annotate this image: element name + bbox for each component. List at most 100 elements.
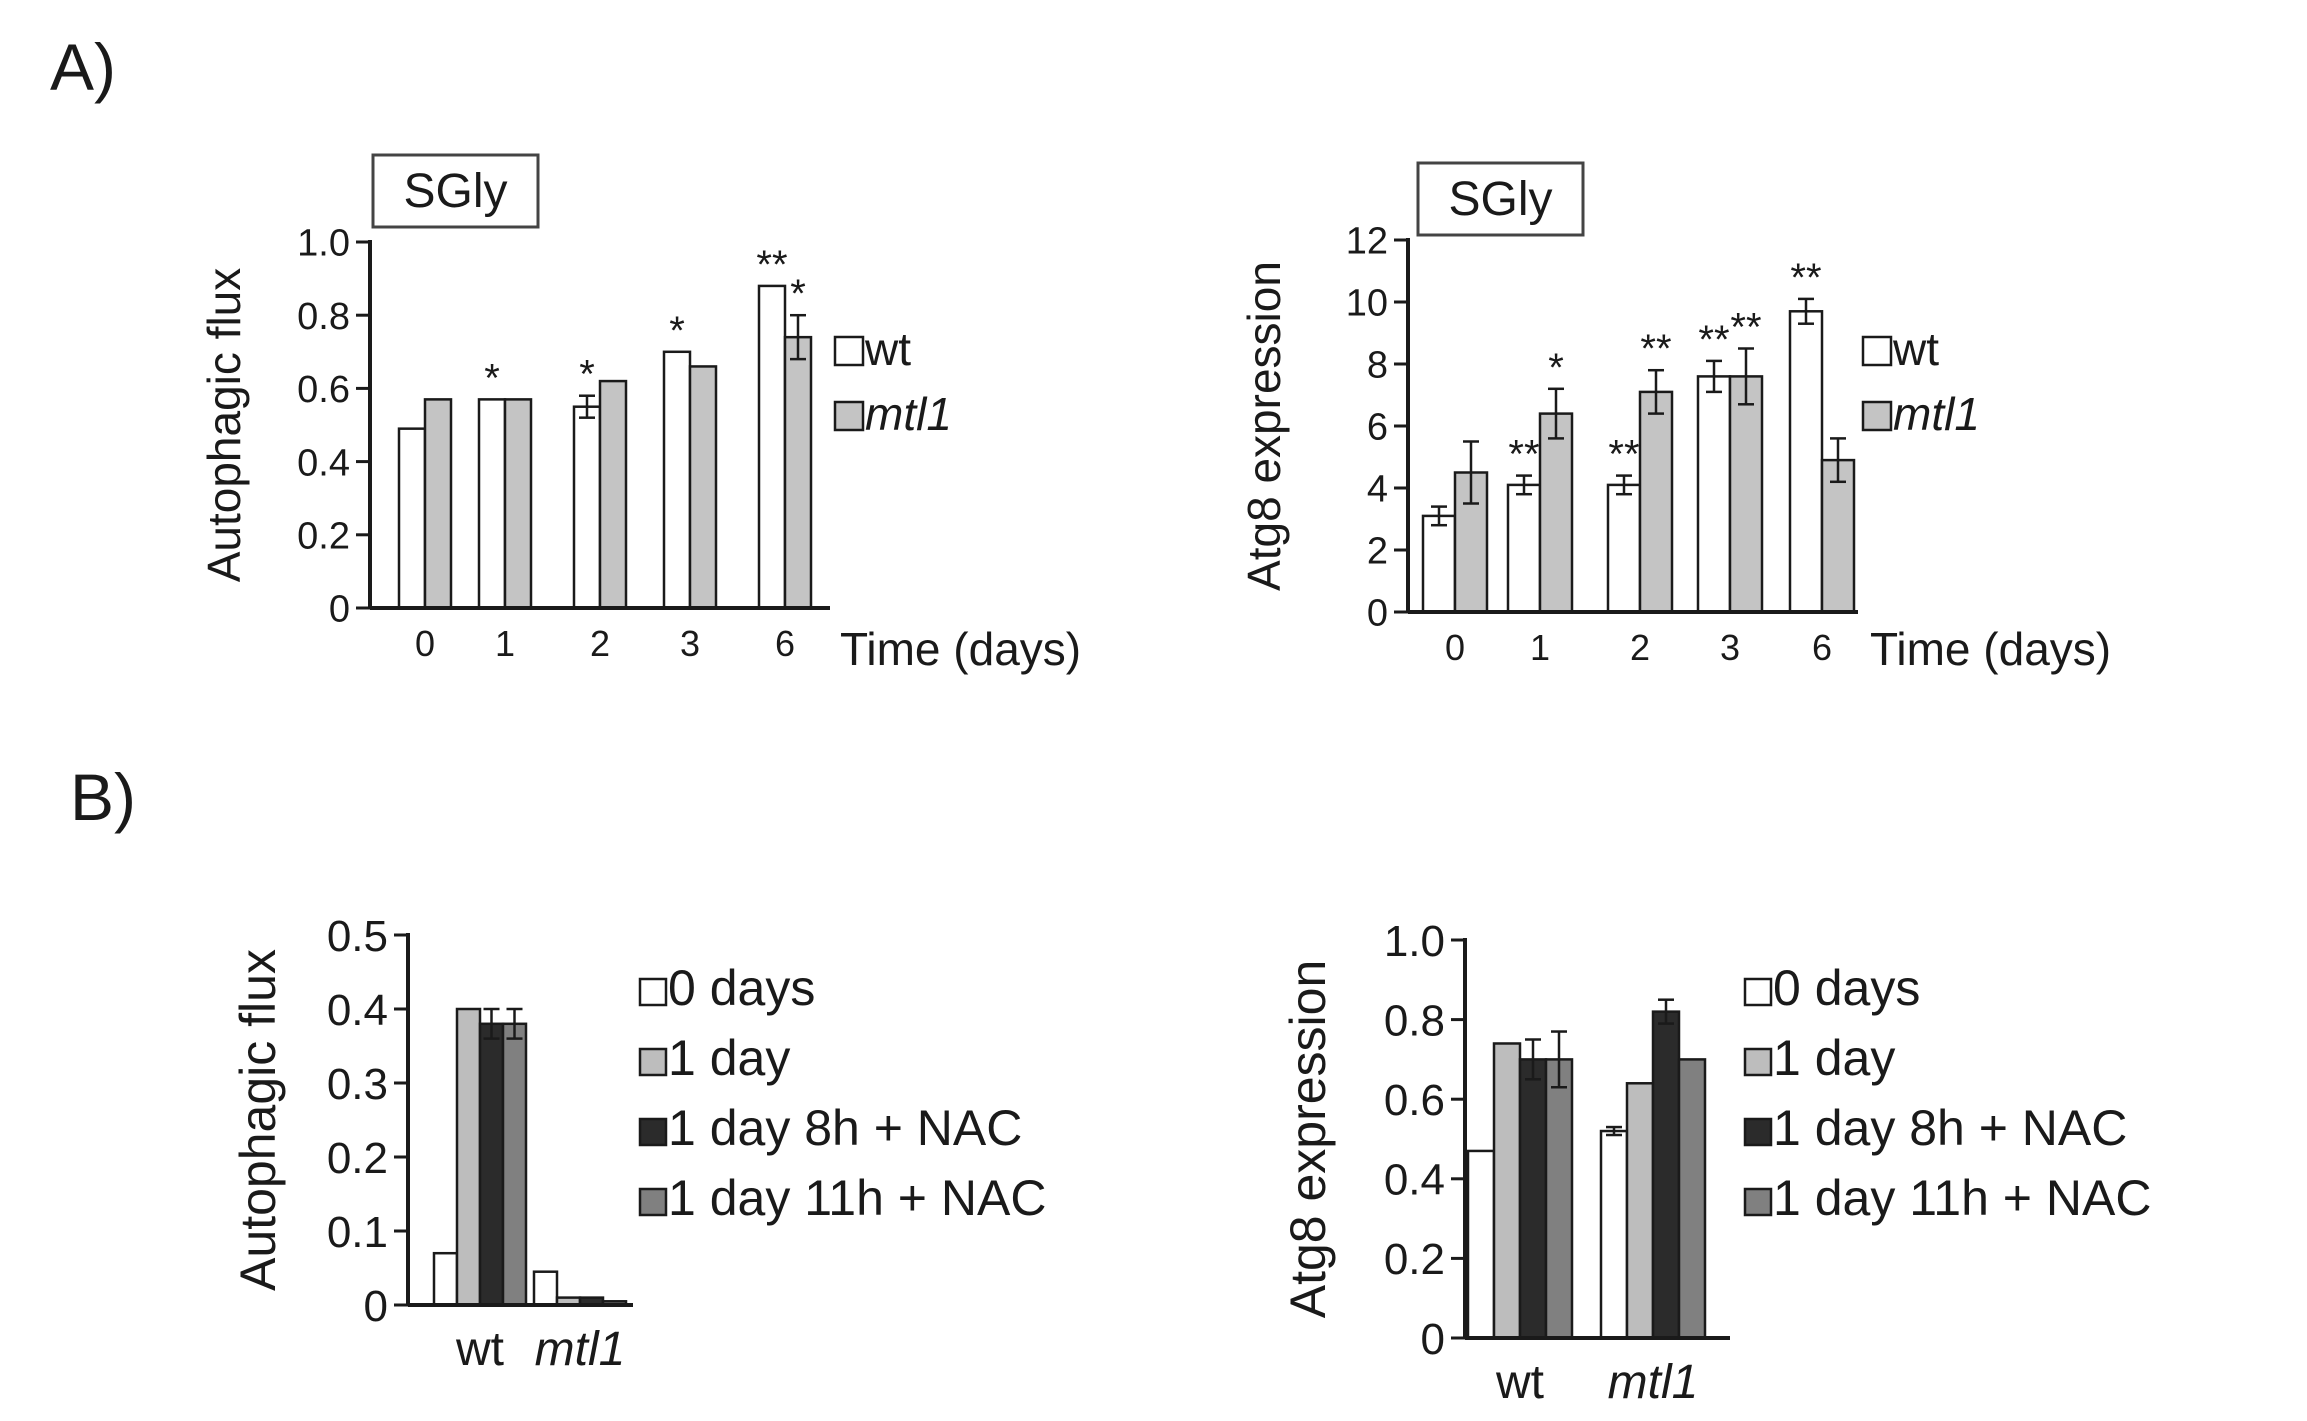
- error-bar-mtl1-1: [1548, 387, 1564, 440]
- legend-item-0-days: 0 days: [1743, 960, 1920, 1016]
- legend-swatch-0-days: [638, 977, 668, 1007]
- x-axis-title: Time (days): [840, 623, 1081, 675]
- x-axis-title: Time (days): [1870, 623, 2111, 675]
- y-axis-title: Atg8 expression: [1280, 960, 1336, 1319]
- x-category-label-2: 2: [590, 623, 610, 664]
- y-tick-label-0-1: 0.1: [327, 1208, 388, 1257]
- error-bar-1-day-8h-nac-mtl1: [1658, 998, 1674, 1025]
- significance-wt-1: *: [484, 356, 500, 400]
- bar-wt-0: [397, 427, 427, 610]
- error-bar-1-day-11h-nac-wt: [1551, 1030, 1567, 1089]
- bar-1-day-8h-nac-mtl1: [1651, 1010, 1681, 1340]
- bar-wt-2: [1606, 483, 1642, 614]
- chart-a-left-autophagic-flux: SGly* *****00.20.40.60.81.00 1 2 3 6 Time (day…: [198, 153, 1081, 675]
- error-bar-wt-6: [1798, 297, 1814, 325]
- x-category-label-wt: wt: [1495, 1356, 1544, 1409]
- significance-wt-1: **: [1508, 433, 1539, 477]
- chart-title-box: [1416, 161, 1585, 237]
- error-bar-wt-2: [1616, 474, 1632, 496]
- legend-swatch-1-day: [1743, 1047, 1773, 1077]
- bar-1-day-8h-nac-wt: [1518, 1058, 1548, 1340]
- legend-swatch-mtl1: [833, 400, 865, 432]
- bar-wt-6: [1788, 310, 1824, 614]
- y-tick-label-0-8: 0.8: [1384, 996, 1445, 1045]
- bar-mtl1-6: [783, 335, 813, 610]
- panel-b-label: B): [70, 760, 136, 834]
- legend-label-1-day: 1 day: [668, 1030, 790, 1086]
- bar-mtl1-1: [503, 398, 533, 610]
- bar-wt-2: [572, 405, 602, 610]
- y-tick-label-0: 0: [1367, 593, 1388, 635]
- legend-label-1-day: 1 day: [1773, 1030, 1895, 1086]
- legend-swatch-0-days: [1743, 977, 1773, 1007]
- legend-item-1-day-8h-nac: 1 day 8h + NAC: [1743, 1100, 2127, 1156]
- legend-swatch-mtl1: [1861, 400, 1893, 432]
- legend-item-mtl1: mtl1: [1861, 388, 1980, 440]
- chart-title: SGly: [403, 165, 507, 218]
- error-bar-mtl1-0: [1463, 440, 1479, 505]
- legend-item-1-day-11h-nac: 1 day 11h + NAC: [638, 1170, 1046, 1226]
- legend-item-mtl1: mtl1: [833, 388, 952, 440]
- bar-0-days-mtl1: [1599, 1129, 1629, 1340]
- error-bar-mtl1-2: [1648, 368, 1664, 415]
- bar-mtl1-1: [1538, 412, 1574, 614]
- bar-wt-3: [1696, 375, 1732, 614]
- y-tick-label-0: 0: [1421, 1315, 1445, 1364]
- significance-mtl1-6: *: [790, 272, 806, 316]
- significance-wt-3: *: [669, 309, 685, 353]
- y-tick-label-8: 8: [1367, 345, 1388, 387]
- x-category-label-mtl1: mtl1: [535, 1323, 626, 1376]
- y-tick-label-0-4: 0.4: [297, 442, 350, 484]
- bar-1-day-11h-nac-wt: [501, 1022, 528, 1307]
- legend-item-1-day: 1 day: [1743, 1030, 1895, 1086]
- y-tick-label-0-2: 0.2: [327, 1134, 388, 1183]
- y-tick-label-6: 6: [1367, 407, 1388, 449]
- legend-label-1-day-8h-nac: 1 day 8h + NAC: [1773, 1100, 2127, 1156]
- chart-b-right-atg8-expression: 0 0.2 0.4 0.6 0.8 1.0 wt mtl1 Atg8 expression 0 d…: [1280, 917, 2151, 1409]
- y-tick-label-1-0: 1.0: [1384, 917, 1445, 966]
- error-bar-0-days-mtl1: [1606, 1125, 1622, 1137]
- y-axis-title: Autophagic flux: [198, 268, 250, 583]
- legend-label-0-days: 0 days: [668, 960, 815, 1016]
- y-axis-title: Atg8 expression: [1238, 261, 1290, 591]
- y-tick-label-0-5: 0.5: [327, 912, 388, 961]
- legend-item-wt: wt: [1861, 323, 1939, 375]
- significance-wt-6: **: [756, 243, 787, 287]
- y-tick-label-2: 2: [1367, 531, 1388, 573]
- bar-wt-1: [477, 398, 507, 610]
- y-tick-label-0-4: 0.4: [327, 986, 388, 1035]
- bar-1-day-mtl1: [1625, 1082, 1655, 1340]
- legend-swatch-1-day: [638, 1047, 668, 1077]
- x-category-label-mtl1: mtl1: [1608, 1356, 1699, 1409]
- legend-item-0-days: 0 days: [638, 960, 815, 1016]
- significance-mtl1-3: **: [1730, 306, 1761, 350]
- bar-1-day-11h-nac-wt: [1544, 1058, 1574, 1340]
- bar-1-day-wt: [455, 1007, 482, 1307]
- error-bar-wt-1: [1516, 474, 1532, 496]
- panel-a-label: A): [50, 30, 116, 104]
- y-tick-label-12: 12: [1346, 221, 1388, 263]
- error-bar-mtl1-6: [1830, 437, 1846, 484]
- bar-mtl1-2: [598, 379, 628, 610]
- bar-1-day-8h-nac-wt: [478, 1022, 505, 1307]
- legend-label-1-day-8h-nac: 1 day 8h + NAC: [668, 1100, 1022, 1156]
- x-category-label-0: 0: [415, 623, 435, 664]
- error-bar-1-day-8h-nac-wt: [483, 1007, 500, 1040]
- y-tick-label-0: 0: [329, 589, 350, 631]
- legend-label-wt: wt: [1892, 323, 1939, 375]
- y-tick-label-0-4: 0.4: [1384, 1156, 1445, 1205]
- y-tick-label-0-2: 0.2: [1384, 1235, 1445, 1284]
- legend-label-mtl1: mtl1: [1893, 388, 1980, 440]
- significance-wt-2: **: [1608, 433, 1639, 477]
- legend-item-1-day-11h-nac: 1 day 11h + NAC: [1743, 1170, 2151, 1226]
- error-bar-1-day-8h-nac-wt: [1525, 1038, 1541, 1081]
- y-tick-label-4: 4: [1367, 469, 1388, 511]
- legend-label-1-day-11h-nac: 1 day 11h + NAC: [1773, 1170, 2151, 1226]
- bar-mtl1-3: [1728, 375, 1764, 614]
- y-tick-label-0-8: 0.8: [297, 296, 350, 338]
- legend-label-wt: wt: [864, 323, 911, 375]
- y-tick-label-0: 0: [364, 1282, 388, 1331]
- legend-label-mtl1: mtl1: [865, 388, 952, 440]
- legend-label-0-days: 0 days: [1773, 960, 1920, 1016]
